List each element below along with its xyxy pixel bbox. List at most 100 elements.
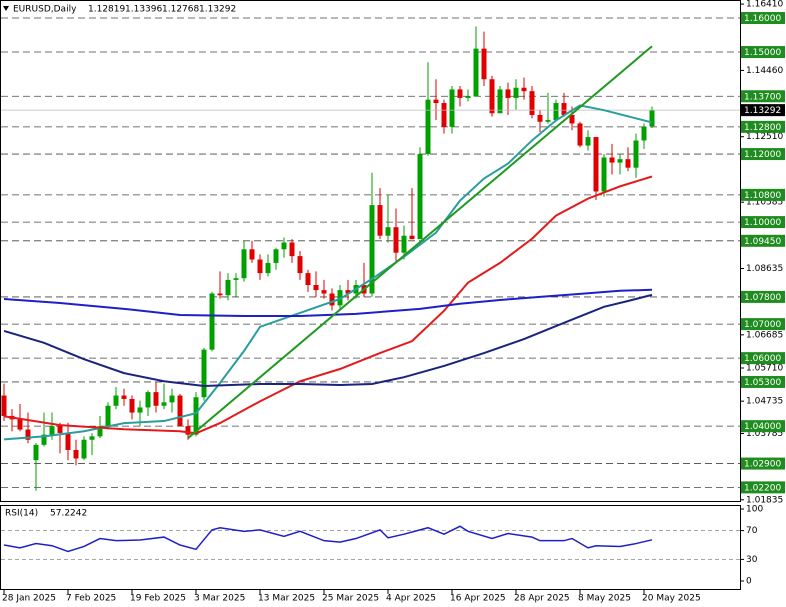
line-series (3, 293, 653, 388)
symbol: EURUSD,Daily (13, 5, 77, 15)
level-label: 1.09450 (744, 237, 781, 247)
candle-body (137, 407, 143, 413)
level-label: 1.13700 (744, 92, 781, 102)
candle-body (233, 278, 239, 280)
rsi-tick-label: 70 (746, 526, 758, 536)
rsi-tick-label: 0 (746, 577, 752, 587)
candle-body (281, 242, 287, 250)
line-series (3, 288, 653, 317)
x-tick-label: 20 May 2025 (642, 594, 701, 604)
x-tick-label: 25 Mar 2025 (322, 594, 379, 604)
x-tick-label: 19 Feb 2025 (130, 594, 186, 604)
level-label: 1.02200 (744, 483, 781, 493)
candle-body (217, 293, 223, 296)
candle-body (505, 89, 511, 98)
candle-body (289, 242, 295, 257)
candle-body (225, 279, 231, 296)
candle-body (81, 439, 87, 459)
candle-body (393, 227, 399, 253)
x-tick-label: 28 Apr 2025 (514, 594, 570, 604)
candle-body (401, 235, 407, 253)
candle-body (561, 103, 567, 115)
main-panel-frame (0, 0, 741, 502)
y-tick-label: 1.12510 (746, 132, 783, 142)
candle-body (633, 140, 639, 168)
open-value: 1.12819 (88, 5, 125, 15)
candle-body (649, 110, 655, 127)
candle-body (249, 249, 255, 260)
candle-body (57, 426, 63, 433)
candle-body (241, 249, 247, 279)
candle-body (129, 398, 135, 413)
candle-body (169, 395, 175, 403)
level-label: 1.12000 (744, 150, 781, 160)
candle-body (497, 89, 503, 114)
candle-body (153, 392, 159, 406)
candle-body (529, 91, 535, 115)
level-label-box (741, 420, 785, 433)
candle-body (513, 87, 519, 98)
candle-body (489, 79, 495, 114)
high-value: 1.13396 (125, 5, 162, 15)
candle-body (537, 114, 543, 122)
y-tick-label: 1.08635 (746, 264, 783, 274)
level-label-box (741, 375, 785, 388)
y-tick-label: 1.03785 (746, 429, 783, 439)
line-series (187, 45, 653, 439)
level-label-box (741, 352, 785, 365)
candle-body (465, 96, 471, 98)
candle-body (481, 48, 487, 80)
rsi-value: 57.2242 (50, 509, 87, 519)
y-tick-label: 1.10585 (746, 198, 783, 208)
candle-body (65, 432, 71, 450)
candle-body (161, 402, 167, 406)
level-label: 1.07800 (744, 293, 781, 303)
level-label: 1.04000 (744, 422, 781, 432)
candle-body (105, 405, 111, 427)
candle-body (385, 227, 391, 236)
x-tick-label: 7 Feb 2025 (66, 594, 116, 604)
candle-body (377, 205, 383, 236)
candle-body (89, 436, 95, 440)
x-tick-label: 4 Apr 2025 (386, 594, 436, 604)
level-label: 1.05300 (744, 378, 781, 388)
candle-body (425, 99, 431, 155)
y-tick-label: 1.16410 (746, 0, 783, 10)
candle-body (441, 103, 447, 127)
level-label-box (741, 148, 785, 161)
y-tick-label: 1.14460 (746, 66, 783, 76)
candle-body (417, 154, 423, 240)
candle-body (113, 395, 119, 406)
y-tick-label: 1.05710 (746, 363, 783, 373)
rsi-panel-frame (0, 505, 741, 590)
level-label-box (741, 290, 785, 303)
price-label: 1.13292 (744, 106, 781, 116)
line-series (3, 104, 653, 441)
candle-body (73, 449, 79, 459)
rsi-line (3, 525, 653, 553)
low-value: 1.12768 (162, 5, 199, 15)
candle-body (121, 395, 127, 399)
level-label-box (741, 234, 785, 247)
candle-body (457, 89, 463, 98)
level-label: 1.10800 (744, 191, 781, 201)
candle-body (185, 426, 191, 435)
candle-body (609, 157, 615, 163)
level-label-box (741, 188, 785, 201)
level-label: 1.06000 (744, 354, 781, 364)
candle-body (625, 159, 631, 168)
candle-body (473, 48, 479, 97)
level-label: 1.16000 (744, 14, 781, 24)
candle-body (201, 349, 207, 398)
candle-body (177, 395, 183, 427)
y-tick-label: 1.04735 (746, 397, 783, 407)
candle-body (265, 262, 271, 274)
candle-body (41, 434, 47, 445)
candle-body (1, 395, 7, 416)
x-tick-label: 8 May 2025 (578, 594, 631, 604)
candle-body (569, 114, 575, 124)
price-box (741, 104, 785, 117)
x-tick-label: 13 Mar 2025 (258, 594, 315, 604)
candle-body (449, 89, 455, 127)
